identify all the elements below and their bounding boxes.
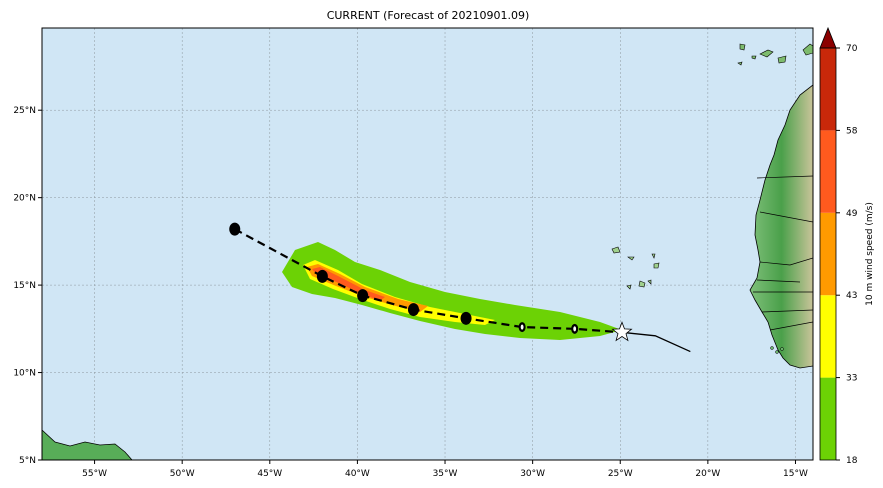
forecast-point (407, 303, 419, 317)
y-axis-ticks: 25°N 20°N 15°N 10°N 5°N (13, 106, 42, 466)
x-tick-label: 40°W (345, 469, 370, 479)
colorbar-segment (820, 48, 836, 131)
colorbar-extend-arrow (819, 26, 837, 49)
forecast-point (571, 323, 579, 334)
colorbar-segment (820, 212, 836, 296)
colorbar-tick-label: 18 (846, 456, 858, 466)
forecast-track-points (229, 222, 579, 334)
observed-track-line (621, 331, 691, 353)
x-tick-label: 50°W (170, 469, 195, 479)
colorbar-segment (820, 377, 836, 460)
x-tick-label: 15°W (783, 469, 808, 479)
colorbar-tick-label: 33 (846, 374, 857, 384)
colorbar-tick-label: 49 (846, 209, 858, 219)
swath-band-18-33 (282, 242, 622, 340)
x-tick-label: 45°W (257, 469, 282, 479)
x-axis-ticks: 55°W 50°W 45°W 40°W 35°W 30°W 25°W 20°W 15°W (82, 460, 808, 479)
colorbar-tick-label: 58 (846, 126, 858, 136)
canary-islands (737, 43, 813, 66)
colorbar-tick-label: 70 (846, 44, 858, 54)
colorbar-segment (820, 130, 836, 213)
bijagos-islands (770, 346, 784, 354)
ocean-area (42, 28, 813, 460)
current-position-star (611, 321, 633, 342)
colorbar-label: 10 m wind speed (m/s) (865, 202, 875, 306)
x-tick-label: 30°W (520, 469, 545, 479)
y-tick-label: 10°N (13, 369, 36, 379)
map-frame (41, 27, 814, 461)
colorbar-frame (819, 47, 837, 461)
colorbar-segment (820, 295, 836, 378)
y-tick-label: 5°N (19, 456, 36, 466)
map-title: CURRENT (Forecast of 20210901.09) (326, 9, 530, 22)
forecast-point (229, 222, 241, 236)
colorbar-tick-label: 43 (846, 291, 857, 301)
forecast-point (357, 289, 369, 303)
forecast-point (460, 311, 472, 325)
x-tick-label: 35°W (433, 469, 458, 479)
x-tick-label: 20°W (695, 469, 720, 479)
x-tick-label: 55°W (82, 469, 107, 479)
country-borders (753, 175, 813, 331)
y-tick-label: 15°N (13, 281, 36, 291)
forecast-point (316, 269, 328, 283)
south-america-land (42, 429, 133, 460)
y-tick-label: 20°N (13, 194, 36, 204)
y-tick-label: 25°N (13, 106, 36, 116)
forecast-point (518, 322, 526, 333)
cape-verde-islands (611, 246, 660, 290)
colorbar: 18 33 43 49 58 70 10 m wind speed (m/s) (819, 26, 875, 466)
x-tick-label: 25°W (608, 469, 633, 479)
forecast-track-line (234, 228, 623, 334)
